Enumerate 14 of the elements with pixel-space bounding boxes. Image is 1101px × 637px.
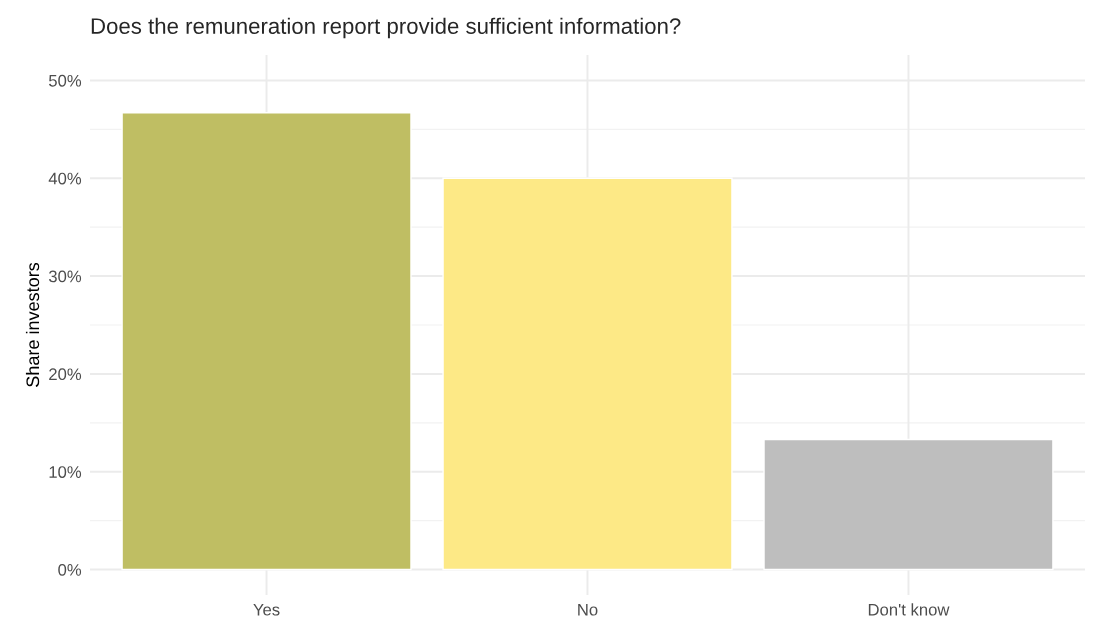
bar	[442, 177, 733, 571]
x-tick-label: Don't know	[868, 603, 950, 616]
y-axis-title: Share investors	[25, 262, 40, 387]
y-tick-label: 50%	[48, 74, 82, 87]
bar	[763, 438, 1054, 571]
y-tick-label: 30%	[48, 270, 82, 283]
y-tick-label: 40%	[48, 172, 82, 185]
x-tick-label: Yes	[253, 603, 280, 616]
chart-title: Does the remuneration report provide sufficient information?	[91, 17, 681, 39]
x-tick-label: No	[578, 603, 598, 616]
bar	[121, 112, 412, 571]
y-tick-label: 10%	[49, 466, 82, 478]
y-tick-label: 20%	[49, 368, 82, 381]
y-tick-label: 0%	[58, 563, 82, 576]
